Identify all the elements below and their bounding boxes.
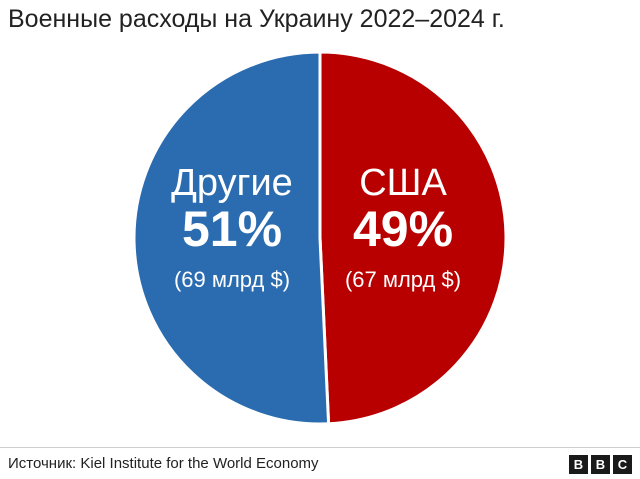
pie-slice-1 bbox=[132, 50, 331, 426]
slice-label-amount-0: (67 млрд $) bbox=[345, 267, 461, 292]
logo-letter-b1: B bbox=[569, 455, 588, 474]
bbc-logo: B B C bbox=[569, 455, 632, 474]
slice-label-name-1: Другие bbox=[171, 162, 293, 204]
pie-slices bbox=[132, 50, 508, 426]
slice-label-percent-1: 51% bbox=[182, 201, 282, 257]
footer-divider bbox=[0, 447, 640, 448]
slice-label-name-0: США bbox=[359, 162, 447, 204]
source-note: Источник: Kiel Institute for the World E… bbox=[8, 455, 319, 472]
logo-letter-b2: B bbox=[591, 455, 610, 474]
slice-label-amount-1: (69 млрд $) bbox=[174, 267, 290, 292]
chart-title: Военные расходы на Украину 2022–2024 г. bbox=[8, 5, 505, 33]
slice-label-percent-0: 49% bbox=[353, 201, 453, 257]
pie-slice-0 bbox=[318, 50, 508, 426]
logo-letter-c: C bbox=[613, 455, 632, 474]
